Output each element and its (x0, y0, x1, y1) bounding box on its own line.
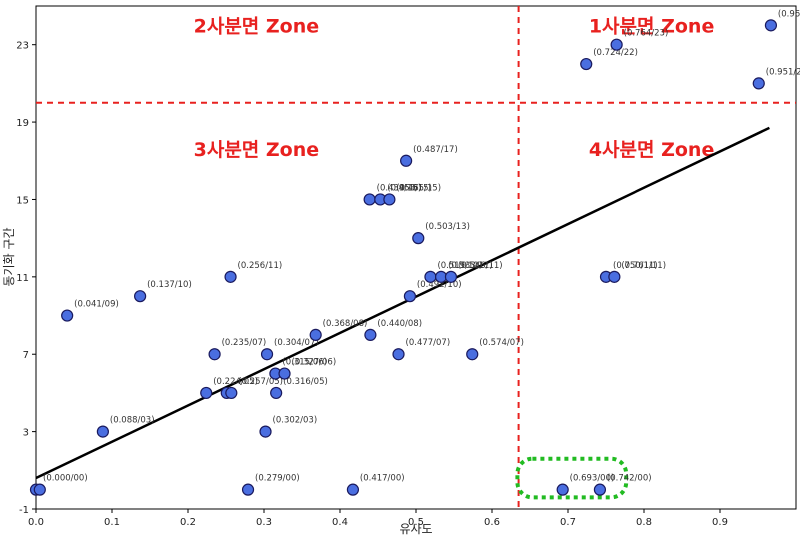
data-point (400, 154, 413, 167)
zone-label: 4사분면 Zone (589, 139, 715, 161)
x-tick-label: 0.9 (712, 517, 728, 528)
point-annotation: (0.453/15) (387, 183, 432, 193)
point-annotation: (0.761/11) (621, 261, 666, 271)
data-point (556, 483, 569, 496)
point-annotation: (0.304/07) (274, 338, 319, 348)
y-axis-title: 동기화 구간 (2, 227, 16, 286)
data-point (364, 328, 377, 341)
y-tick-label: 3 (23, 428, 29, 439)
point-annotation: (0.000/00) (43, 474, 88, 484)
point-annotation: (0.519/11) (437, 261, 482, 271)
x-tick-label: 0.3 (256, 517, 272, 528)
data-point (608, 270, 621, 283)
data-point (33, 483, 46, 496)
plot-frame (35, 5, 797, 510)
point-annotation: (0.041/09) (74, 300, 119, 310)
x-tick-label: 0.1 (104, 517, 120, 528)
x-tick-label: 0.6 (484, 517, 500, 528)
point-annotation: (0.440/08) (377, 319, 422, 329)
zone-label: 3사분면 Zone (194, 139, 320, 161)
data-point (208, 348, 221, 361)
highlight-box (515, 456, 629, 500)
data-point (444, 270, 458, 283)
x-tick-label: 0.4 (332, 517, 348, 528)
data-point (363, 193, 376, 206)
data-point (764, 19, 778, 32)
data-point (752, 77, 765, 90)
point-annotation: (0.137/10) (147, 280, 192, 290)
point-annotation: (0.417/00) (360, 474, 405, 484)
point-annotation: (0.257/05) (238, 377, 283, 387)
data-point (309, 328, 322, 341)
data-point (392, 348, 405, 361)
data-point (403, 290, 417, 303)
point-annotation: (0.477/07) (406, 338, 451, 348)
data-point (259, 425, 272, 438)
point-annotation: (0.503/13) (425, 222, 470, 232)
data-point (225, 386, 238, 400)
point-annotation: (0.279/00) (255, 474, 300, 484)
point-annotation: (0.951/21) (766, 67, 800, 77)
point-annotation: (0.724/22) (593, 48, 638, 58)
point-annotation: (0.492/10) (417, 280, 462, 290)
point-annotation: (0.750/11) (613, 261, 658, 271)
data-point (346, 483, 360, 496)
x-tick-label: 0.0 (28, 517, 44, 528)
point-annotation: (0.465/15) (396, 183, 441, 193)
x-tick-label: 0.7 (560, 517, 576, 528)
data-point (260, 348, 274, 361)
point-annotation: (0.315/06) (282, 358, 327, 368)
data-point (593, 483, 607, 496)
x-tick-label: 0.5 (408, 517, 424, 528)
point-annotation: (0.742/00) (607, 474, 652, 484)
point-annotation: (0.302/03) (273, 416, 318, 426)
data-point (610, 38, 623, 51)
x-tick-label: 0.8 (636, 517, 652, 528)
point-annotation: (0.327/06) (292, 358, 337, 368)
point-annotation: (0.316/05) (283, 377, 328, 387)
point-annotation: (0.368/08) (323, 319, 368, 329)
data-point (466, 348, 479, 361)
y-tick-label: 7 (23, 350, 29, 361)
data-point (241, 483, 255, 496)
point-annotation: (0.546/11) (458, 261, 503, 271)
point-annotation: (0.693/00) (570, 474, 615, 484)
point-annotation: (0.256/11) (238, 261, 283, 271)
point-annotation: (0.439/15) (377, 183, 422, 193)
x-tick-label: 0.2 (180, 517, 196, 528)
point-annotation: (0.088/03) (110, 416, 155, 426)
point-annotation: (0.235/07) (222, 338, 267, 348)
data-point (424, 270, 437, 283)
data-point (278, 367, 291, 380)
data-point (580, 57, 593, 71)
y-tick-label: 23 (16, 41, 29, 52)
y-tick-label: 15 (16, 195, 29, 206)
data-point (412, 232, 425, 245)
point-annotation: (0.533/11) (448, 261, 493, 271)
data-point (61, 309, 74, 322)
point-annotation: (0.764/23) (624, 29, 669, 39)
y-tick-label: 11 (16, 273, 29, 284)
data-point (383, 193, 396, 206)
data-point (270, 386, 283, 400)
data-point (134, 290, 147, 303)
point-annotation: (0.574/07) (479, 338, 524, 348)
trend-line (35, 126, 770, 480)
chart-marks: 0.0 0.1 0.2 0.3 0.4 0.5 0.6 0.7 0.8 0.9 -1 3 7 11 15 19… (16, 6, 800, 528)
point-annotation: (0.487/17) (413, 145, 458, 155)
y-tick-label: 19 (16, 118, 29, 129)
point-annotation: (0.967/24) (778, 9, 800, 19)
data-point (96, 425, 109, 438)
y-tick-label: -1 (19, 505, 29, 516)
zone-label: 2사분면 Zone (194, 15, 320, 37)
point-annotation: (0.224/05) (213, 377, 258, 387)
data-point (224, 270, 237, 283)
x-axis-title: 유사도 (399, 522, 432, 536)
data-point (200, 386, 213, 400)
zone-label: 1사분면 Zone (589, 15, 715, 37)
